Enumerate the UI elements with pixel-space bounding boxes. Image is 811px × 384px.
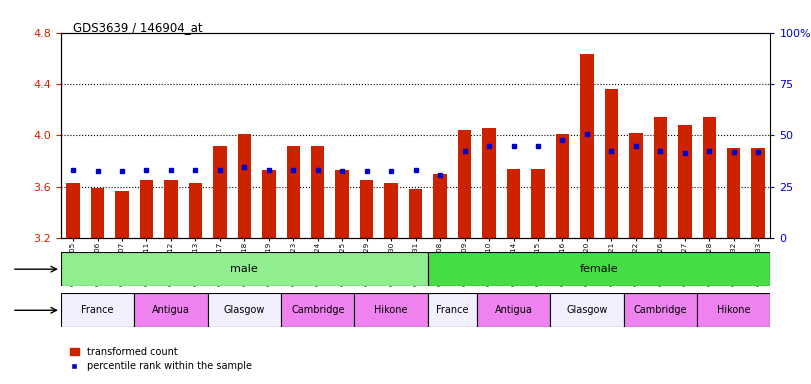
Bar — [139, 180, 153, 238]
Text: France: France — [81, 305, 114, 315]
Bar — [580, 55, 594, 238]
Bar — [61, 293, 135, 327]
Bar — [262, 170, 276, 238]
Bar — [409, 189, 423, 238]
Text: Hikone: Hikone — [717, 305, 750, 315]
Text: Glasgow: Glasgow — [224, 305, 265, 315]
Legend: transformed count, percentile rank within the sample: transformed count, percentile rank withi… — [66, 343, 256, 375]
Bar — [727, 148, 740, 238]
Text: France: France — [436, 305, 469, 315]
Bar — [208, 293, 281, 327]
Text: GDS3639 / 146904_at: GDS3639 / 146904_at — [73, 21, 203, 34]
Text: male: male — [230, 264, 258, 274]
Bar — [189, 183, 202, 238]
Bar — [281, 293, 354, 327]
Text: female: female — [580, 264, 619, 274]
Bar — [483, 127, 496, 238]
Bar — [213, 146, 226, 238]
Bar — [556, 134, 569, 238]
Bar — [91, 188, 105, 238]
Bar — [428, 293, 477, 327]
Bar — [67, 183, 79, 238]
Bar — [458, 130, 471, 238]
Bar — [135, 293, 208, 327]
Bar — [629, 133, 642, 238]
Bar — [697, 293, 770, 327]
Bar — [164, 180, 178, 238]
Bar — [531, 169, 545, 238]
Text: Glasgow: Glasgow — [566, 305, 607, 315]
Bar — [428, 252, 770, 286]
Bar — [61, 252, 428, 286]
Text: Antigua: Antigua — [495, 305, 533, 315]
Bar — [384, 183, 398, 238]
Bar — [238, 134, 251, 238]
Bar — [433, 174, 447, 238]
Bar — [702, 118, 716, 238]
Bar — [605, 89, 618, 238]
Bar — [311, 146, 324, 238]
Bar — [336, 170, 349, 238]
Bar — [654, 118, 667, 238]
Bar — [360, 180, 373, 238]
Bar — [752, 148, 765, 238]
Bar — [550, 293, 624, 327]
Bar — [115, 190, 129, 238]
Bar — [354, 293, 428, 327]
Text: Cambridge: Cambridge — [291, 305, 345, 315]
Bar — [678, 125, 692, 238]
Bar — [507, 169, 520, 238]
Text: Cambridge: Cambridge — [633, 305, 687, 315]
Text: Hikone: Hikone — [375, 305, 408, 315]
Bar — [624, 293, 697, 327]
Bar — [477, 293, 550, 327]
Bar — [286, 146, 300, 238]
Text: Antigua: Antigua — [152, 305, 190, 315]
